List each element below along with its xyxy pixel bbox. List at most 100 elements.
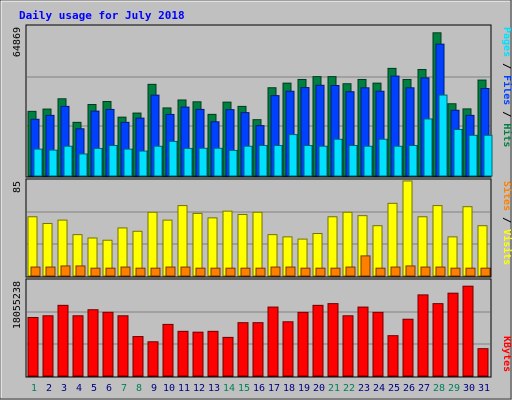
bar-visits-day-13 [207, 217, 218, 277]
bar-pages-day-4 [78, 153, 88, 177]
bars-layer [27, 32, 493, 377]
x-tick-label: 27 [418, 383, 430, 394]
x-tick-label: 21 [328, 383, 340, 394]
x-tick-label: 12 [193, 383, 205, 394]
x-tick-label: 2 [46, 383, 52, 394]
bar-sites-day-26 [405, 265, 416, 277]
bar-pages-day-5 [93, 147, 103, 177]
legend-separator: / [501, 105, 512, 123]
bar-kbytes-day-20 [312, 304, 324, 377]
bar-kbytes-day-10 [162, 323, 174, 377]
bar-kbytes-day-21 [327, 303, 339, 377]
x-tick-label: 22 [343, 383, 355, 394]
bar-sites-day-22 [345, 266, 356, 277]
x-tick-label: 5 [91, 383, 97, 394]
legend-files: Files [501, 75, 512, 105]
bar-kbytes-day-5 [87, 309, 99, 377]
bar-pages-day-7 [123, 148, 133, 177]
x-tick-label: 26 [403, 383, 415, 394]
bar-visits-day-14 [222, 210, 233, 277]
bar-visits-day-28 [432, 205, 443, 277]
bar-visits-day-9 [147, 211, 158, 277]
bar-pages-day-18 [288, 134, 298, 177]
legend-hits: Hits [501, 123, 512, 147]
bar-kbytes-day-15 [237, 322, 249, 377]
x-tick-label: 20 [313, 383, 325, 394]
bar-pages-day-28 [438, 94, 448, 177]
bar-sites-day-7 [120, 266, 131, 277]
x-tick-label: 9 [151, 383, 157, 394]
bar-sites-day-6 [105, 267, 116, 277]
legend-visits-sites: Sites / Visits [501, 181, 512, 265]
x-tick-label: 13 [208, 383, 220, 394]
chart-title: Daily usage for July 2018 [19, 9, 185, 22]
bar-pages-day-23 [363, 145, 373, 177]
bar-kbytes-day-13 [207, 330, 219, 377]
x-tick-label: 16 [253, 383, 265, 394]
bar-sites-day-28 [435, 266, 446, 277]
bar-pages-day-20 [318, 145, 328, 177]
legend-separator: / [501, 211, 512, 229]
bar-visits-day-12 [192, 212, 203, 277]
bar-kbytes-day-16 [252, 322, 264, 377]
x-tick-label: 25 [388, 383, 400, 394]
bar-visits-day-11 [177, 205, 188, 277]
bar-pages-day-24 [378, 138, 388, 177]
bar-kbytes-day-14 [222, 336, 234, 377]
bar-sites-day-29 [450, 267, 461, 277]
x-tick-label: 24 [373, 383, 385, 394]
bar-sites-day-21 [330, 267, 341, 277]
bar-kbytes-day-17 [267, 306, 279, 377]
bar-pages-day-9 [153, 145, 163, 177]
bar-kbytes-day-25 [387, 335, 399, 377]
x-tick-label: 28 [433, 383, 445, 394]
bar-sites-day-10 [165, 266, 176, 277]
x-tick-label: 30 [463, 383, 475, 394]
bar-pages-day-6 [108, 145, 118, 177]
bar-sites-day-31 [480, 267, 491, 277]
bar-kbytes-day-26 [402, 318, 414, 377]
bar-sites-day-5 [90, 267, 101, 277]
max-label-visits: 85 [12, 181, 23, 193]
bar-pages-day-31 [483, 134, 493, 177]
bar-sites-day-2 [45, 266, 56, 277]
legend-separator: / [501, 57, 512, 75]
bar-sites-day-30 [465, 267, 476, 277]
bar-kbytes-day-28 [432, 303, 444, 377]
x-tick-label: 23 [358, 383, 370, 394]
bar-pages-day-10 [168, 140, 178, 177]
x-axis-labels: 1 2 3 4 5 6 7 8 9 10 11 12 13 14 15 16 17 18 19 20 21 22 23 24 2… [31, 383, 490, 394]
bar-pages-day-25 [393, 145, 403, 177]
max-label-hits: 64869 [12, 27, 23, 57]
bar-pages-day-11 [183, 147, 193, 177]
x-tick-label: 19 [298, 383, 310, 394]
x-tick-label: 8 [136, 383, 142, 394]
bar-sites-day-9 [150, 267, 161, 277]
legend-sites: Sites [501, 181, 512, 211]
bar-pages-day-26 [408, 145, 418, 177]
bar-pages-day-29 [453, 128, 463, 177]
bar-pages-day-16 [258, 145, 268, 177]
bar-kbytes-day-7 [117, 315, 129, 377]
bar-kbytes-day-3 [57, 304, 69, 377]
bar-kbytes-day-30 [462, 285, 474, 377]
bar-sites-day-3 [60, 265, 71, 277]
legend-pages: Pages [501, 27, 512, 57]
x-tick-label: 7 [121, 383, 127, 394]
bar-sites-day-19 [300, 267, 311, 277]
x-tick-label: 4 [76, 383, 82, 394]
bar-visits-day-25 [387, 202, 398, 277]
bar-sites-day-16 [255, 267, 266, 277]
bar-pages-day-21 [333, 138, 343, 177]
bar-pages-day-15 [243, 145, 253, 177]
bar-sites-day-11 [180, 266, 191, 277]
bar-sites-day-8 [135, 267, 146, 277]
x-tick-label: 14 [223, 383, 235, 394]
bar-sites-day-18 [285, 266, 296, 277]
x-tick-label: 3 [61, 383, 67, 394]
x-tick-label: 11 [178, 383, 190, 394]
bar-pages-day-1 [33, 148, 43, 177]
bar-sites-day-1 [30, 266, 41, 277]
bar-kbytes-day-22 [342, 315, 354, 377]
